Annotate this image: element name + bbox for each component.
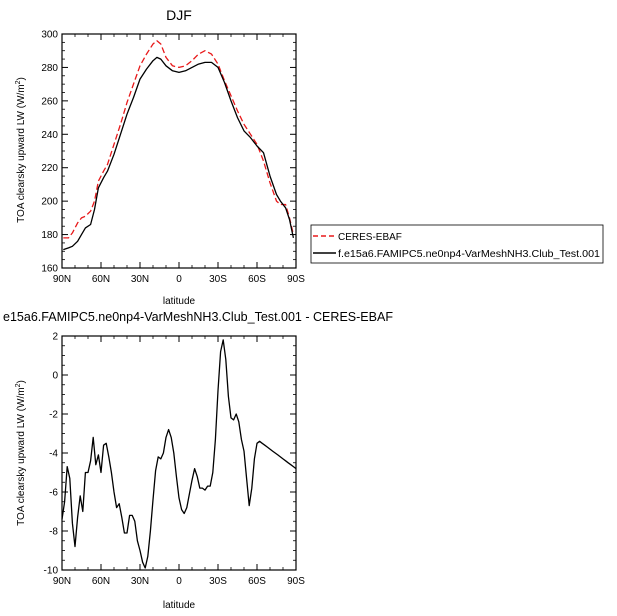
bottom-x-tick-label: 30S: [209, 576, 227, 587]
bottom-y-tick-label: -8: [49, 527, 58, 538]
bottom-y-axis-label-end: ): [16, 380, 27, 383]
top-y-tick-label: 180: [41, 230, 58, 241]
bottom-y-tick-label: -2: [49, 410, 58, 421]
top-y-axis-label-end: ): [16, 77, 27, 80]
bottom-y-tick-label: 0: [52, 371, 58, 382]
bottom-y-tick-label: -4: [49, 449, 58, 460]
top-title: DJF: [166, 7, 192, 23]
top-x-tick-label: 60S: [248, 274, 266, 285]
bottom-y-axis-label: TOA clearsky upward LW (W/m2): [15, 380, 27, 526]
top-y-tick-label: 200: [41, 197, 58, 208]
top-series-line-0: [63, 40, 295, 239]
bottom-series-layer: [61, 339, 297, 569]
bottom-y-tick-label: 2: [52, 332, 58, 343]
legend-label-model: f.e15a6.FAMIPC5.ne0np4-VarMeshNH3.Club_T…: [338, 249, 600, 260]
legend-label-ceres: CERES-EBAF: [338, 232, 402, 243]
bottom-y-tick-label: -6: [49, 488, 58, 499]
top-y-tick-label: 160: [41, 264, 58, 275]
top-series-line-1: [63, 56, 295, 251]
top-y-tick-label: 260: [41, 96, 58, 107]
top-y-axis-label: TOA clearsky upward LW (W/m2): [15, 77, 27, 223]
top-legend: CERES-EBAF f.e15a6.FAMIPC5.ne0np4-VarMes…: [310, 224, 604, 264]
top-y-tick-label: 280: [41, 63, 58, 74]
top-y-tick-label: 220: [41, 163, 58, 174]
bottom-x-tick-label: 0: [176, 576, 182, 587]
top-tick-layer: 90N 60N 30N 0 30S 60S 90S 160 180 200 220 240 260 280…: [41, 30, 305, 286]
top-x-tick-label: 30N: [131, 274, 149, 285]
top-plot-frame: [61, 33, 297, 269]
top-y-tick-label: 240: [41, 130, 58, 141]
bottom-plot-frame: [61, 335, 297, 571]
top-x-axis-label: latitude: [163, 296, 196, 307]
top-x-tick-label: 0: [176, 274, 182, 285]
bottom-x-tick-label: 90S: [287, 576, 305, 587]
top-y-axis-label-main: TOA clearsky upward LW (W/m: [16, 84, 27, 223]
top-y-axis-label-sup: 2: [15, 80, 22, 84]
bottom-y-axis-label-sup: 2: [15, 383, 22, 387]
bottom-series-line-0: [61, 339, 297, 569]
bottom-x-axis-label: latitude: [163, 600, 196, 611]
top-y-tick-label: 300: [41, 30, 58, 41]
bottom-y-axis-label-main: TOA clearsky upward LW (W/m: [16, 387, 27, 526]
top-x-tick-label: 60N: [92, 274, 110, 285]
top-series-layer: [63, 40, 295, 251]
top-panel: DJF TOA clearsky upward LW (W/m2) latitu…: [15, 7, 604, 307]
top-x-tick-label: 90S: [287, 274, 305, 285]
bottom-x-tick-label: 60N: [92, 576, 110, 587]
top-x-tick-label: 30S: [209, 274, 227, 285]
bottom-panel: e15a6.FAMIPC5.ne0np4-VarMeshNH3.Club_Tes…: [3, 309, 393, 611]
bottom-title: e15a6.FAMIPC5.ne0np4-VarMeshNH3.Club_Tes…: [3, 309, 393, 324]
top-legend-box: [310, 224, 604, 264]
bottom-x-tick-label: 90N: [53, 576, 71, 587]
top-x-tick-label: 90N: [53, 274, 71, 285]
bottom-x-tick-label: 60S: [248, 576, 266, 587]
bottom-x-tick-label: 30N: [131, 576, 149, 587]
bottom-y-tick-label: -10: [44, 566, 59, 577]
